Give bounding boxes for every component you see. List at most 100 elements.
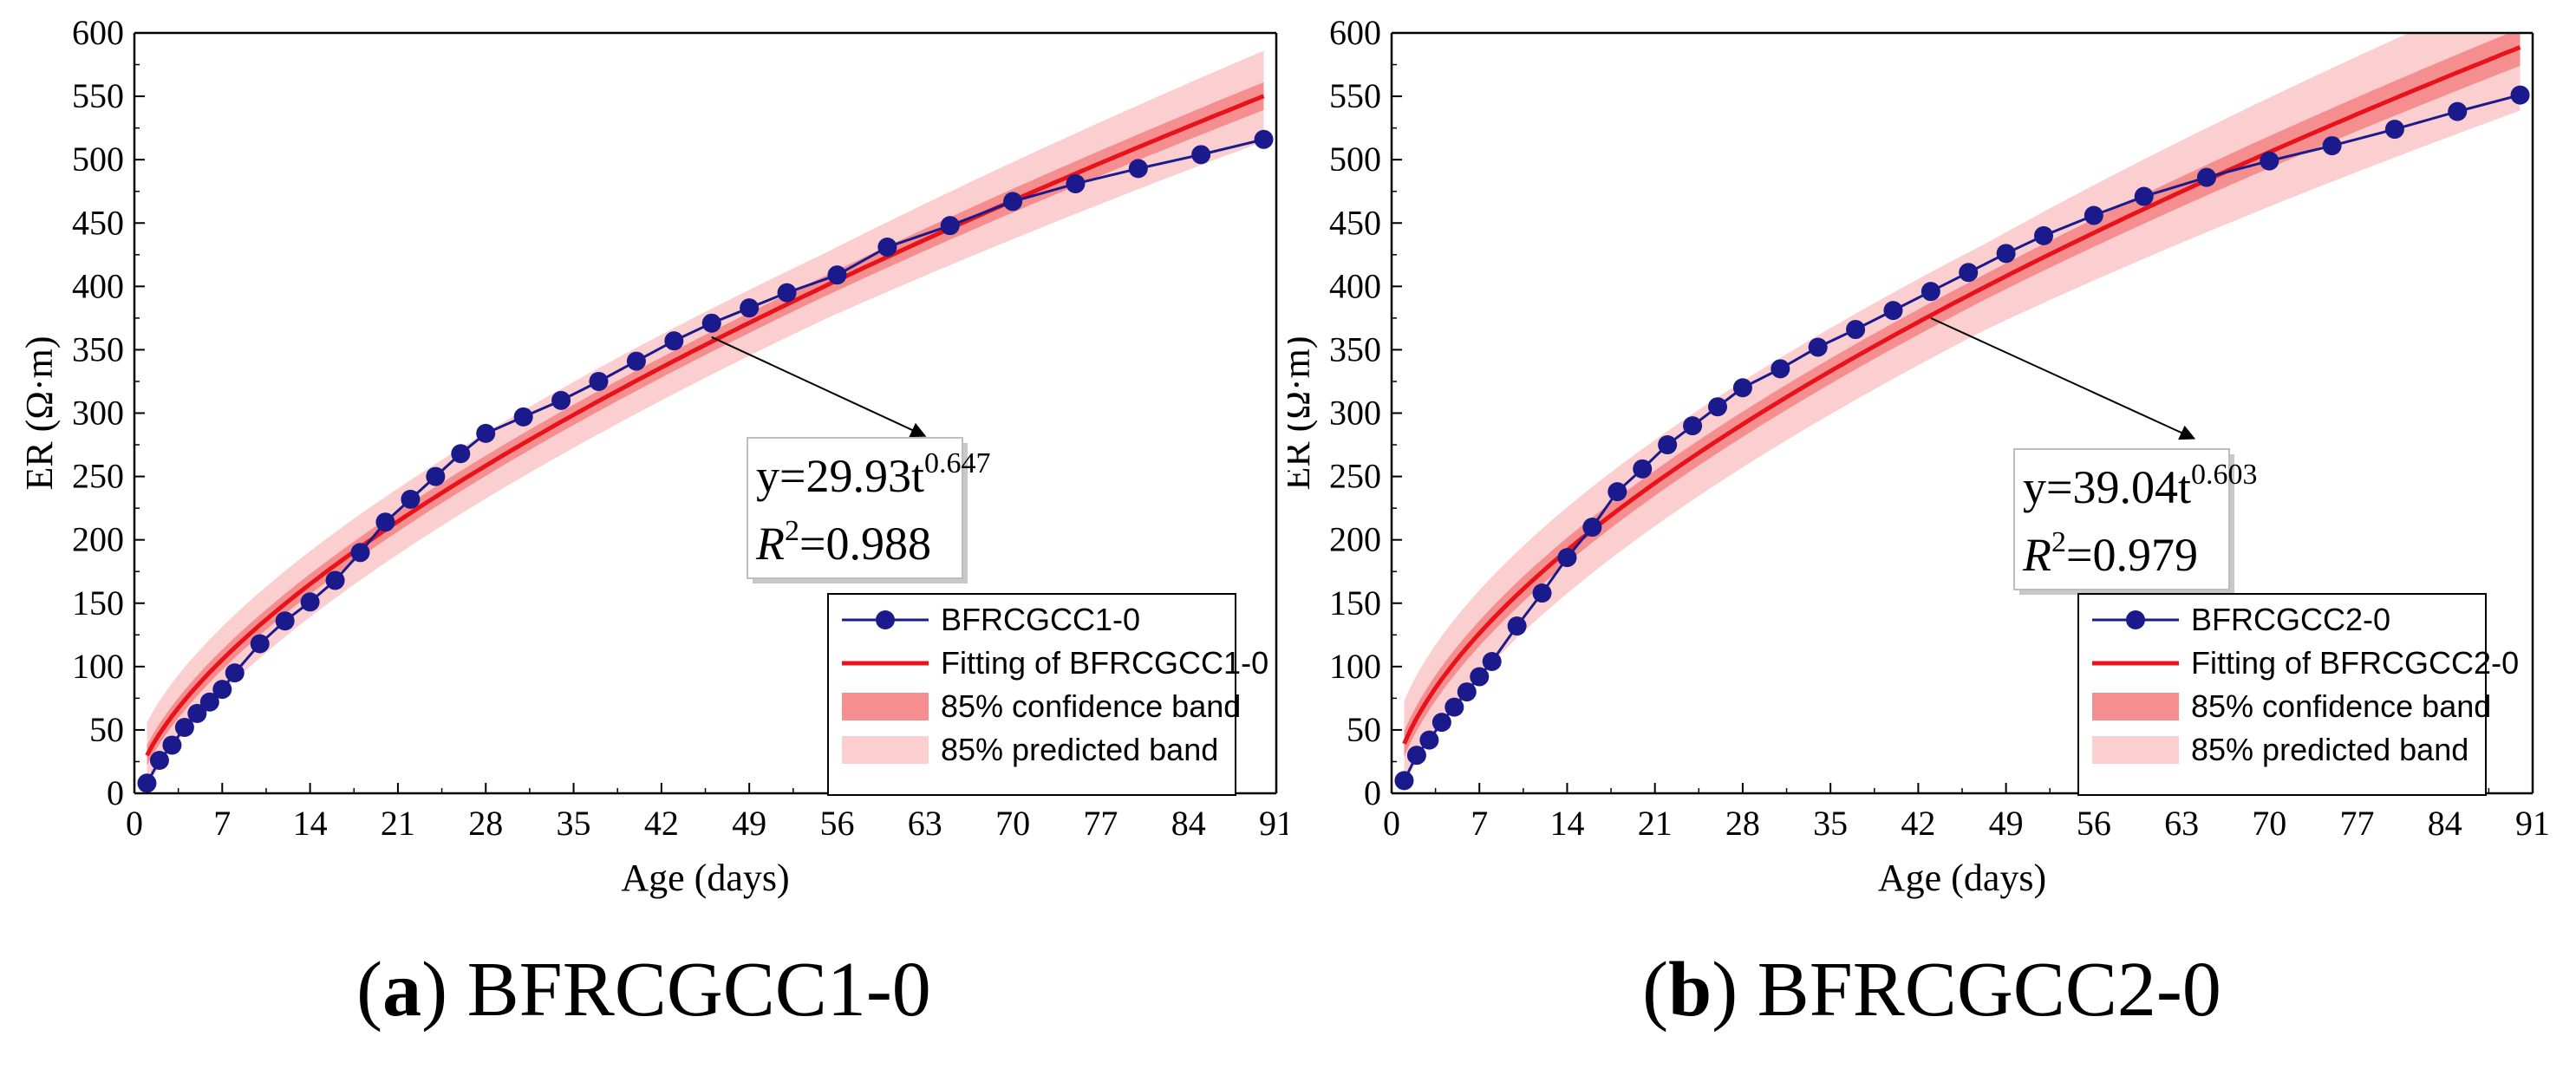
y-tick-label: 400 xyxy=(72,266,124,305)
x-tick-label: 56 xyxy=(819,804,854,843)
x-tick-label: 63 xyxy=(908,804,942,843)
x-tick-label: 56 xyxy=(2077,804,2111,843)
data-point xyxy=(1846,320,1866,340)
y-tick-label: 350 xyxy=(72,329,124,368)
data-point xyxy=(2448,101,2468,121)
data-point xyxy=(1532,583,1552,603)
data-point xyxy=(1683,416,1703,436)
data-point xyxy=(476,423,496,443)
data-point xyxy=(1507,616,1527,636)
data-point xyxy=(212,680,232,700)
confidence-band-a xyxy=(147,81,1264,766)
equation-exponent: 0.647 xyxy=(924,447,991,479)
x-tick-label: 0 xyxy=(126,804,143,843)
data-point xyxy=(740,298,760,318)
caption-b: (b) BFRCGCC2-0 xyxy=(1642,947,2221,1033)
data-point xyxy=(701,313,721,333)
chart-a: 0 50 100 150 200 250 300 350 400 450 500 550 600 0 7 14… xyxy=(18,13,1288,899)
x-tick-label: 14 xyxy=(293,804,328,843)
data-point xyxy=(1732,378,1752,398)
data-point xyxy=(1996,244,2016,264)
data-point xyxy=(1066,173,1086,193)
y-tick-label: 550 xyxy=(72,76,124,115)
data-point xyxy=(626,351,646,371)
data-point xyxy=(1482,651,1502,671)
equation-fit-b: y=39.04t0.603 xyxy=(2023,459,2257,513)
data-point xyxy=(1457,682,1477,702)
annotation-arrow-a xyxy=(711,336,927,438)
legend-series-marker xyxy=(2126,610,2145,629)
data-point xyxy=(877,238,897,257)
data-point xyxy=(1003,192,1023,212)
data-point xyxy=(300,592,320,612)
data-point xyxy=(2510,85,2530,105)
y-axis-title: ER (Ω·m) xyxy=(1288,336,1318,490)
data-point xyxy=(225,663,245,683)
y-tick-label: 50 xyxy=(1347,710,1381,749)
equation-box-b xyxy=(2013,448,2230,590)
y-tick-label: 500 xyxy=(72,140,124,179)
y-tick-label: 100 xyxy=(72,647,124,686)
data-point xyxy=(1608,482,1627,502)
data-point xyxy=(401,489,421,509)
x-tick-label: 77 xyxy=(2340,804,2375,843)
data-point xyxy=(513,407,533,427)
x-tick-label: 49 xyxy=(732,804,766,843)
equation-prefix: y=29.93t xyxy=(756,450,924,502)
data-point xyxy=(1191,145,1211,165)
y-tick-label: 200 xyxy=(72,520,124,559)
legend-confidence-swatch xyxy=(2092,693,2179,720)
x-tick-label: 70 xyxy=(995,804,1030,843)
x-tick-label: 35 xyxy=(557,804,591,843)
data-point xyxy=(940,216,960,236)
x-tick-label: 28 xyxy=(1725,804,1760,843)
legend-label: 85% confidence band xyxy=(2191,688,2491,724)
data-point xyxy=(149,750,169,770)
caption-a: (a) BFRCGCC1-0 xyxy=(356,947,931,1033)
data-point xyxy=(1582,518,1602,538)
y-tick-label: 50 xyxy=(89,710,124,749)
caption-a-label: a xyxy=(382,947,422,1033)
y-tick-label: 600 xyxy=(1329,13,1381,52)
data-point xyxy=(375,512,395,532)
caption-b-text: BFRCGCC2-0 xyxy=(1757,947,2221,1033)
data-point xyxy=(137,773,157,793)
data-point xyxy=(174,717,194,737)
x-tick-label: 21 xyxy=(381,804,415,843)
legend-label: 85% predicted band xyxy=(941,732,1218,767)
x-tick-label: 49 xyxy=(1989,804,2024,843)
legend-confidence-swatch xyxy=(842,693,929,720)
r2-power: 2 xyxy=(785,515,799,547)
y-tick-label: 250 xyxy=(72,457,124,496)
chart-b: 0 50 100 150 200 250 300 350 400 450 500 550 600 0 7 14… xyxy=(1288,13,2550,899)
equation-r2-b: R2=0.979 xyxy=(2022,526,2198,581)
data-point xyxy=(1959,263,1979,283)
x-tick-label: 84 xyxy=(2428,804,2462,843)
data-point xyxy=(1128,159,1148,179)
y-tick-label: 150 xyxy=(72,583,124,622)
x-tick-label: 0 xyxy=(1383,804,1400,843)
y-tick-label: 200 xyxy=(1329,520,1381,559)
x-tick-label: 14 xyxy=(1549,804,1584,843)
y-tick-label: 550 xyxy=(1329,76,1381,115)
data-point xyxy=(2384,120,2404,140)
data-point xyxy=(325,570,345,590)
r2-value: =0.979 xyxy=(2066,529,2198,581)
y-tick-label: 500 xyxy=(1329,140,1381,179)
x-tick-label: 42 xyxy=(644,804,679,843)
y-tick-label: 100 xyxy=(1329,647,1381,686)
data-point xyxy=(1771,359,1790,379)
equation-prefix: y=39.04t xyxy=(2023,461,2191,513)
legend-predicted-swatch xyxy=(2092,736,2179,764)
data-point xyxy=(2134,186,2154,206)
legend-label: 85% predicted band xyxy=(2191,732,2468,767)
legend-label: Fitting of BFRCGCC2-0 xyxy=(2191,645,2519,681)
data-point xyxy=(1431,713,1451,733)
x-tick-label: 28 xyxy=(468,804,503,843)
data-point xyxy=(1406,746,1426,766)
data-point xyxy=(451,444,471,464)
legend-label: Fitting of BFRCGCC1-0 xyxy=(941,645,1268,681)
data-point xyxy=(551,390,571,410)
x-axis-title: Age (days) xyxy=(621,857,789,899)
data-point xyxy=(1470,667,1490,687)
